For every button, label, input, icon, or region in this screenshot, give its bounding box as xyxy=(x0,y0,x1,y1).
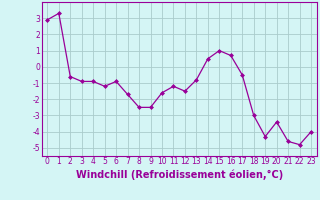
X-axis label: Windchill (Refroidissement éolien,°C): Windchill (Refroidissement éolien,°C) xyxy=(76,169,283,180)
